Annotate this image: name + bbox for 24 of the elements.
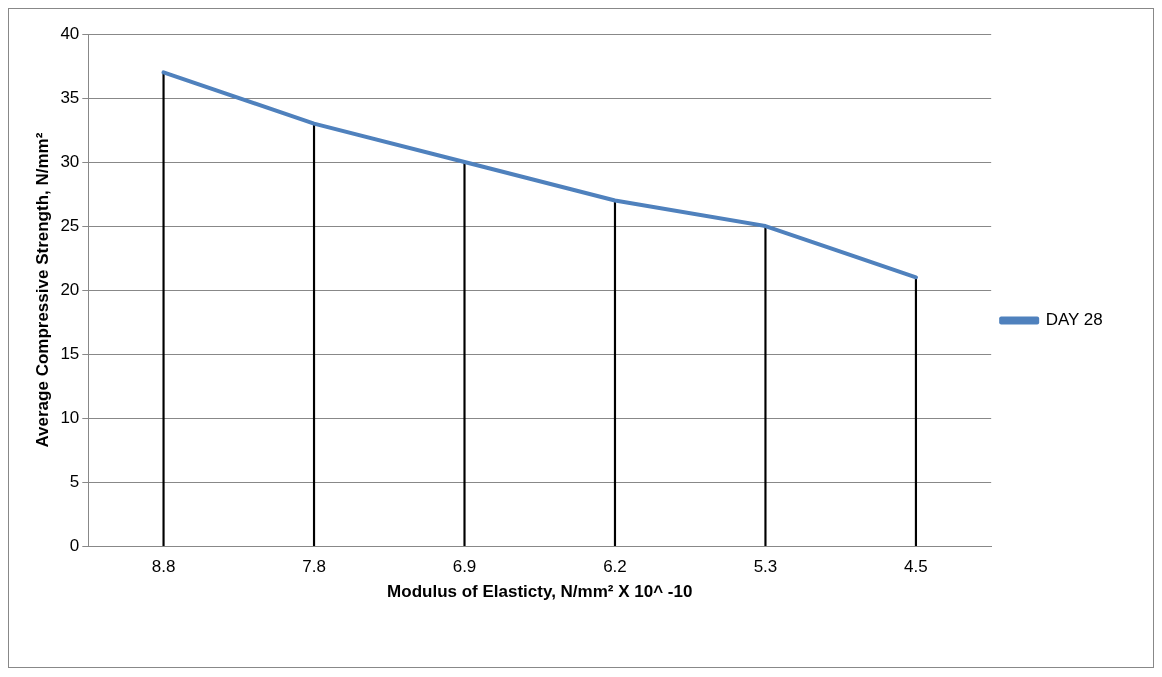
y-tick-label: 25 bbox=[60, 215, 80, 235]
y-tick-label: 20 bbox=[60, 279, 80, 299]
bar bbox=[162, 72, 165, 547]
x-tick-label: 5.3 bbox=[753, 557, 778, 577]
legend-label: DAY 28 bbox=[1045, 310, 1103, 330]
y-tick-label: 5 bbox=[69, 471, 80, 491]
bar bbox=[312, 123, 316, 547]
y-tick-label: 10 bbox=[60, 407, 80, 427]
x-tick-label: 7.8 bbox=[302, 557, 326, 577]
x-tick-label: 4.5 bbox=[904, 557, 928, 577]
bar bbox=[914, 276, 918, 547]
y-tick-label: 35 bbox=[60, 87, 80, 107]
x-tick-label: 8.8 bbox=[151, 557, 176, 577]
x-axis-title: Modulus of Elasticty, N/mm² X 10^ -10 bbox=[387, 582, 693, 602]
bar bbox=[463, 161, 466, 547]
bar bbox=[764, 225, 767, 547]
x-tick-label: 6.2 bbox=[603, 557, 627, 577]
y-tick-label: 0 bbox=[69, 535, 80, 555]
x-tick-label: 6.9 bbox=[452, 557, 477, 577]
bar bbox=[613, 200, 617, 547]
y-tick-label: 40 bbox=[60, 23, 80, 43]
y-tick-label: 30 bbox=[60, 151, 80, 171]
y-axis-title: Average Compressive Strength, N/mm² bbox=[32, 132, 52, 448]
y-tick-label: 15 bbox=[60, 343, 80, 363]
